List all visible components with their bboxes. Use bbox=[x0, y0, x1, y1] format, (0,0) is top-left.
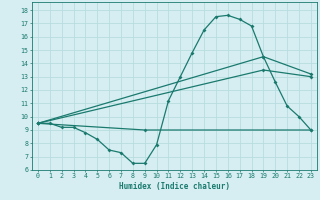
X-axis label: Humidex (Indice chaleur): Humidex (Indice chaleur) bbox=[119, 182, 230, 191]
